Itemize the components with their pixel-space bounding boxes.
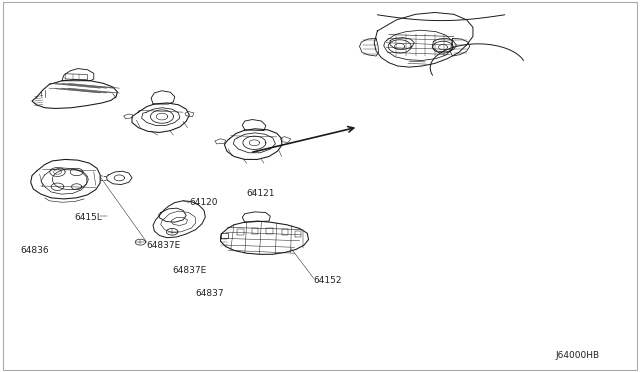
- Text: 64152: 64152: [314, 276, 342, 285]
- Text: 6415L: 6415L: [75, 213, 102, 222]
- Text: 64836: 64836: [20, 246, 49, 255]
- Text: 64837E: 64837E: [172, 266, 207, 275]
- Text: 64837: 64837: [196, 289, 225, 298]
- Text: 64121: 64121: [246, 189, 275, 198]
- Text: J64000HB: J64000HB: [556, 351, 600, 360]
- Text: 64837E: 64837E: [147, 241, 181, 250]
- Text: 64120: 64120: [189, 198, 218, 207]
